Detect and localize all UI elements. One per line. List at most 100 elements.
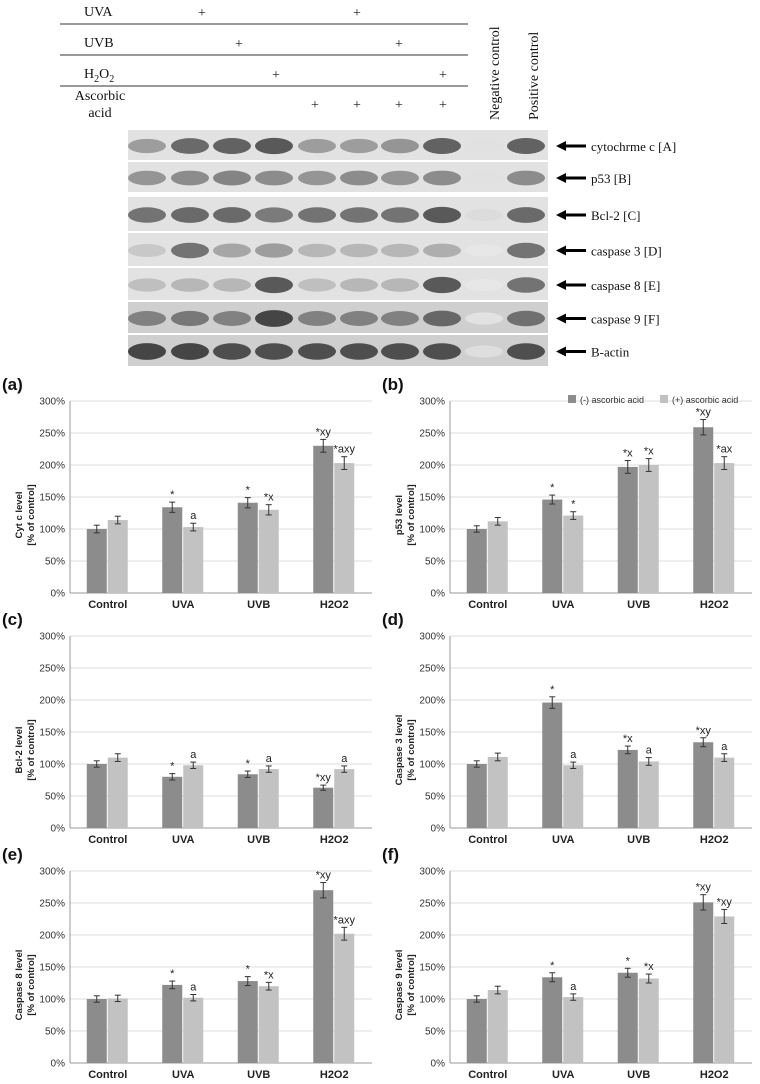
protein-band [213,170,251,186]
x-category-label: H2O2 [320,599,349,610]
legend-label: (-) ascorbic acid [580,395,644,405]
bar [466,764,487,828]
protein-band [128,138,166,154]
y-axis-label: Caspase 9 level [% of control] [394,925,418,1045]
y-tick-label: 250% [419,429,445,440]
x-category-label: Control [88,834,127,845]
protein-band [171,278,209,292]
bar [86,529,107,593]
bar [563,765,584,828]
protein-band [465,208,503,222]
bar [617,466,638,593]
significance-label: *xy [316,426,332,438]
bar [258,509,279,593]
y-axis-label-line1: Caspase 9 level [394,949,405,1021]
y-tick-label: 200% [419,931,445,942]
y-axis-label-line2: [% of control] [26,484,37,546]
y-tick-label: 250% [39,429,65,440]
bar [107,520,128,593]
band-label: caspase 3 [D] [591,244,662,259]
bar [617,972,638,1063]
protein-band [213,207,251,223]
significance-label: *xy [696,407,712,419]
significance-label: *ax [716,444,732,456]
bar-chart-svg: 0% 50% 100% 150% 200% 250% 300% Control UVA * a UVB… [419,867,752,1080]
significance-label: a [190,749,197,761]
legend-swatch [660,395,668,403]
protein-band [255,243,293,258]
y-axis-label-line1: p53 level [394,494,405,536]
protein-band [340,138,378,154]
x-category-label: Control [88,599,127,610]
bar [107,998,128,1063]
y-tick-label: 300% [39,867,65,878]
protein-band [255,343,293,360]
y-tick-label: 0% [51,1059,66,1070]
panel-letter: (b) [382,375,404,394]
y-tick-label: 0% [51,824,66,835]
y-tick-label: 300% [39,397,65,408]
y-tick-label: 50% [425,1027,445,1038]
protein-band [340,170,378,186]
bar [563,997,584,1063]
protein-band [465,312,503,325]
protein-band [381,207,419,223]
y-axis-label: p53 level [% of control] [394,455,418,575]
protein-band [171,343,209,360]
chart-panel-b: (b) 0% 50% 100% 150% 200% 250% 300% Control UVA *… [380,375,760,610]
significance-label: a [570,981,577,993]
bar [162,984,183,1063]
protein-band [340,243,378,258]
y-tick-label: 250% [419,664,445,675]
bar [313,445,334,593]
y-tick-label: 200% [39,461,65,472]
protein-band [423,276,461,294]
y-tick-label: 100% [39,995,65,1006]
bar [183,527,204,593]
bar [487,521,508,593]
protein-band [298,207,336,223]
protein-band [171,170,209,186]
x-category-label: H2O2 [320,1069,349,1080]
protein-band [255,137,293,155]
bar [107,757,128,828]
protein-band [128,207,166,223]
bar [86,999,107,1063]
y-axis-label-line1: Cyt c level [14,491,25,539]
y-axis-label-line2: [% of control] [406,719,417,781]
y-tick-label: 150% [419,963,445,974]
bar [542,499,563,593]
x-category-label: UVA [552,599,574,610]
plus-mark: + [439,98,447,113]
y-tick-label: 0% [431,1059,446,1070]
significance-label: *x [644,446,654,458]
bar [542,977,563,1063]
y-tick-label: 250% [39,664,65,675]
protein-band [507,310,545,327]
significance-label: * [170,968,175,980]
protein-band [381,278,419,292]
chart-panel-e: (e) 0% 50% 100% 150% 200% 250% 300% Control UVA *… [0,845,380,1080]
protein-band [465,171,503,185]
x-category-label: Control [468,1069,507,1080]
plus-mark: + [198,6,206,21]
protein-band [340,278,378,292]
panel-letter: (d) [382,610,404,629]
y-tick-label: 100% [419,995,445,1006]
arrow-head [556,280,566,290]
protein-band [507,343,545,360]
y-axis-label: Caspase 3 level [% of control] [394,690,418,810]
y-axis-label: Cyt c level [% of control] [14,455,38,575]
protein-band [298,138,336,154]
protein-band [423,138,461,154]
protein-band [507,170,545,186]
arrow-head [556,245,566,256]
protein-band [340,343,378,360]
y-tick-label: 50% [45,1027,65,1038]
y-tick-label: 300% [419,632,445,643]
protein-band [213,278,251,292]
bar [638,978,659,1063]
significance-label: *axy [334,444,356,456]
protein-band [255,310,293,327]
significance-label: a [721,741,728,753]
